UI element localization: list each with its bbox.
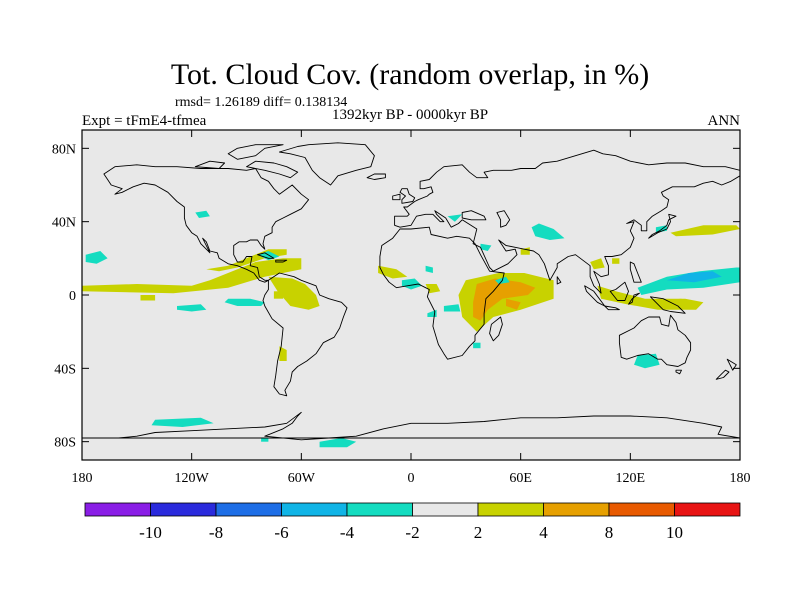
y-axis: 80N 40N 0 40S 80S (52, 142, 740, 451)
coastline-new-zealand-south (715, 369, 730, 380)
anomaly-region-37 (670, 225, 740, 237)
x-tick-label-3: 0 (408, 471, 415, 486)
colorbar-label-3: -4 (340, 523, 355, 542)
colorbar-swatch-1 (150, 502, 217, 517)
anomaly-layer (82, 210, 740, 448)
anomaly-region-29 (425, 265, 433, 273)
colorbar-swatch-3 (281, 502, 348, 517)
y-tick-label-4: 80S (54, 436, 76, 451)
anomaly-region-31 (447, 214, 463, 222)
coastline-ireland (392, 193, 401, 201)
coastline-tasmania (675, 369, 682, 375)
coastline-africa (379, 226, 505, 360)
anomaly-region-16 (85, 251, 108, 264)
anomaly-region-11 (590, 258, 605, 270)
x-tick-label-6: 180 (730, 471, 751, 486)
anomaly-region-30 (480, 243, 492, 251)
anomaly-region-28 (473, 342, 481, 349)
colorbar-label-8: 10 (666, 523, 683, 542)
anomaly-region-32 (531, 223, 565, 240)
coastline-cuba (257, 252, 275, 259)
coastline-japan (648, 213, 677, 239)
coastline-sulawesi (628, 292, 640, 305)
colorbar-swatch-7 (543, 502, 610, 517)
anomaly-region-24 (401, 278, 422, 290)
anomaly-region-18 (224, 298, 265, 306)
coastline-south-america (262, 272, 348, 397)
season-label: ANN (708, 113, 741, 129)
anomaly-region-21 (151, 417, 214, 427)
period-label: 1392kyr BP - 0000kyr BP (332, 107, 488, 123)
coastline-black-sea (461, 210, 487, 221)
colorbar-label-4: -2 (405, 523, 419, 542)
anomaly-region-12 (612, 258, 620, 264)
anomaly-region-14 (140, 295, 156, 301)
colorbar-swatch-0 (84, 502, 151, 517)
coastline-madagascar (489, 316, 503, 342)
y-tick-label-2: 0 (69, 289, 76, 304)
colorbar: -10 -8 -6 -4 -2 2 4 8 10 (84, 502, 741, 542)
colorbar-swatch-9 (674, 502, 741, 517)
colorbar-label-7: 8 (605, 523, 614, 542)
anomaly-region-36 (634, 353, 660, 369)
coastline-great-britain (399, 188, 416, 204)
colorbar-swatch-8 (608, 502, 675, 517)
coastline-sri-lanka (556, 276, 562, 285)
x-tick-label-5: 120E (616, 471, 646, 486)
anomaly-region-2 (268, 276, 320, 310)
y-tick-label-0: 80N (52, 142, 76, 157)
anomaly-region-8 (506, 298, 521, 310)
colorbar-label-1: -8 (209, 523, 223, 542)
coastline-borneo (609, 281, 629, 301)
colorbar-label-6: 4 (539, 523, 548, 542)
colorbar-label-5: 2 (474, 523, 483, 542)
coastline-australia (618, 314, 692, 367)
map-plot-area: 180 120W 60W 0 60E 120E 180 80N 40N 0 40S 80S (52, 129, 751, 486)
anomaly-region-25 (443, 304, 461, 312)
coastline-north-america (103, 164, 310, 283)
x-tick-label-4: 60E (509, 471, 532, 486)
anomaly-region-35 (666, 271, 722, 283)
colorbar-label-0: -10 (139, 523, 162, 542)
y-tick-label-1: 40N (52, 216, 76, 231)
coastline-new-zealand-north (726, 358, 737, 371)
coastline-philippines (629, 261, 642, 283)
coastline-iceland (366, 173, 386, 180)
anomaly-region-22 (319, 438, 357, 448)
coastline-victoria-island (194, 160, 226, 169)
anomaly-region-4 (378, 265, 408, 279)
coastline-antarctica (82, 411, 740, 441)
colorbar-label-2: -6 (274, 523, 288, 542)
colorbar-swatch-4 (346, 502, 413, 517)
colorbar-swatch-5 (412, 502, 479, 517)
y-tick-label-3: 40S (54, 362, 76, 377)
coastline-java (604, 305, 620, 311)
colorbar-swatch-6 (477, 502, 544, 517)
coastline-caspian-sea (496, 210, 511, 228)
anomaly-region-7 (473, 278, 536, 321)
stats-label: rmsd= 1.26189 diff= 0.138134 (175, 95, 347, 110)
x-axis: 180 120W 60W 0 60E 120E 180 (72, 130, 751, 486)
coastline-ellesmere-island (227, 144, 284, 160)
anomaly-region-20 (195, 210, 210, 218)
coastline-new-guinea (649, 296, 686, 314)
experiment-label: Expt = tFmE4-tfmea (82, 113, 207, 129)
coastline-sumatra (584, 285, 606, 307)
anomaly-region-23 (261, 438, 269, 442)
x-tick-label-1: 120W (175, 471, 210, 486)
coastline-hispaniola (275, 259, 288, 263)
coastline-eurasia (394, 149, 740, 294)
map-title: Tot. Cloud Cov. (random overlap, in %) (171, 58, 649, 91)
anomaly-region-3 (279, 346, 287, 361)
x-tick-label-2: 60W (288, 471, 316, 486)
coastline-baffin-island (246, 160, 299, 179)
coastline-greenland (278, 142, 375, 186)
anomaly-region-0 (82, 258, 302, 294)
anomaly-region-17 (177, 304, 207, 312)
colorbar-swatch-2 (215, 502, 282, 517)
anomaly-region-15 (273, 291, 284, 299)
x-tick-label-0: 180 (72, 471, 93, 486)
coastline-layer (82, 142, 740, 441)
